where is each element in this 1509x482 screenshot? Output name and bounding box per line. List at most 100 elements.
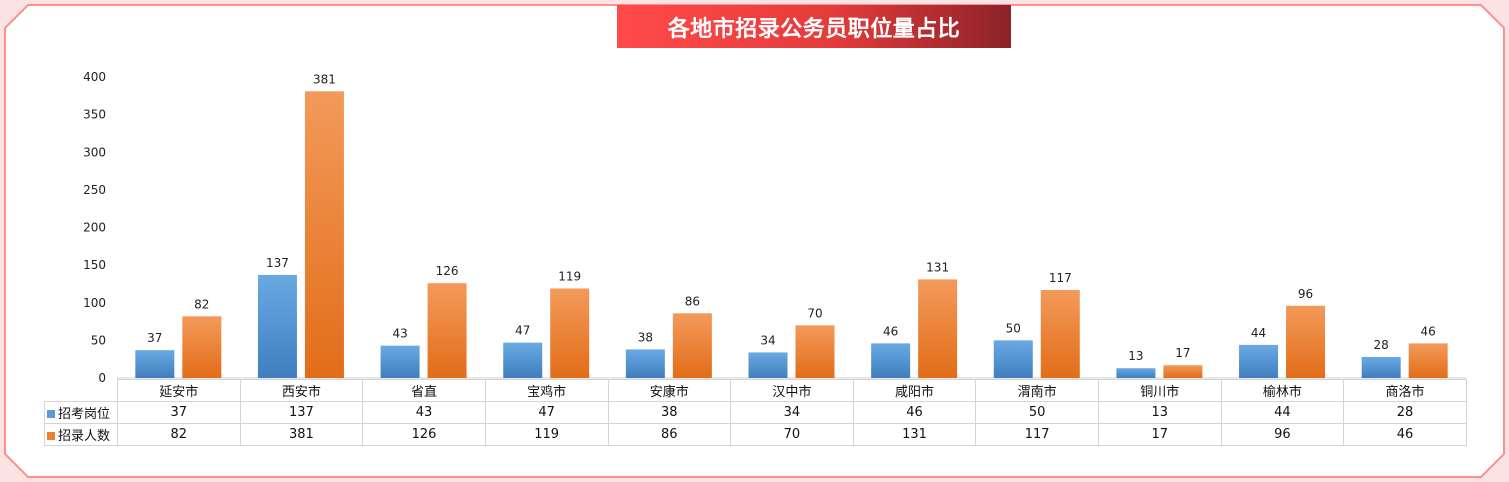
table-corner-cell [44, 379, 118, 402]
bar-zhaolu-renshu [1040, 289, 1080, 378]
bar-zhaokao-gangwei [625, 349, 665, 378]
table-value-cell: 137 [239, 401, 364, 424]
table-row-categories: 延安市 西安市 省直 宝鸡市 安康市 汉中市 咸阳市 渭南市 铜川市 榆林市 商洛市 [44, 379, 1467, 402]
table-value-cell: 44 [1220, 401, 1345, 424]
bar-zhaolu-renshu [918, 279, 958, 378]
table-value-cell: 34 [730, 401, 854, 424]
bar-zhaolu-renshu [1408, 343, 1448, 378]
table-value-cell: 50 [975, 401, 1099, 424]
data-label: 47 [515, 324, 530, 338]
data-label: 13 [1128, 349, 1143, 363]
bar-zhaolu-renshu [427, 283, 467, 378]
data-label: 82 [194, 297, 209, 311]
table-value-cell: 381 [239, 423, 364, 446]
table-category-cell: 商洛市 [1343, 379, 1467, 402]
data-label: 131 [926, 260, 949, 274]
bar-zhaolu-renshu [182, 316, 222, 378]
table-value-cell: 46 [852, 401, 977, 424]
bar-zhaokao-gangwei [993, 340, 1033, 378]
bar-zhaokao-gangwei [1361, 356, 1401, 378]
y-tick-label: 0 [98, 371, 106, 385]
series-name: 招考岗位 [58, 407, 111, 422]
table-category-cell: 汉中市 [730, 379, 854, 402]
table-category-cell: 西安市 [239, 379, 364, 402]
data-label: 37 [147, 331, 162, 345]
table-value-cell: 38 [607, 401, 732, 424]
y-tick-label: 50 [91, 333, 106, 347]
table-value-cell: 13 [1098, 401, 1222, 424]
table-row-series-2: 招录人数 82 381 126 119 86 70 131 117 17 96 46 [44, 423, 1467, 446]
bars-group [135, 91, 1448, 379]
table-series-name-cell: 招考岗位 [44, 401, 118, 424]
table-value-cell: 17 [1098, 423, 1222, 446]
data-label: 46 [883, 324, 898, 338]
y-tick-label: 100 [83, 296, 106, 310]
data-label: 126 [436, 264, 459, 278]
table-series-name-cell: 招录人数 [44, 423, 118, 446]
bar-zhaolu-renshu [1163, 365, 1203, 378]
data-label: 17 [1175, 346, 1190, 360]
data-label: 381 [313, 72, 336, 86]
table-category-cell: 咸阳市 [852, 379, 977, 402]
data-table: 延安市 西安市 省直 宝鸡市 安康市 汉中市 咸阳市 渭南市 铜川市 榆林市 商洛市 招考岗位 37 1… [44, 379, 1467, 446]
table-row-series-1: 招考岗位 37 137 43 47 38 34 46 50 13 44 28 [44, 401, 1467, 424]
bar-zhaolu-renshu [550, 288, 590, 378]
table-value-cell: 131 [852, 423, 977, 446]
y-tick-label: 200 [83, 221, 106, 235]
table-value-cell: 96 [1220, 423, 1345, 446]
table-value-cell: 28 [1343, 401, 1467, 424]
y-tick-label: 300 [83, 145, 106, 159]
bar-zhaolu-renshu [304, 91, 344, 379]
data-label: 38 [638, 330, 653, 344]
table-value-cell: 46 [1343, 423, 1467, 446]
table-category-cell: 宝鸡市 [484, 379, 609, 402]
table-value-cell: 82 [117, 423, 241, 446]
table-category-cell: 安康市 [607, 379, 732, 402]
data-label: 117 [1049, 271, 1072, 285]
bar-zhaokao-gangwei [1116, 368, 1156, 378]
data-label: 119 [558, 269, 581, 283]
data-label: 46 [1421, 324, 1436, 338]
table-value-cell: 86 [607, 423, 732, 446]
table-category-cell: 榆林市 [1220, 379, 1345, 402]
table-value-cell: 126 [362, 423, 486, 446]
y-tick-label: 400 [83, 70, 106, 84]
table-value-cell: 117 [975, 423, 1099, 446]
y-tick-label: 350 [83, 108, 106, 122]
y-tick-label: 250 [83, 183, 106, 197]
y-tick-label: 150 [83, 258, 106, 272]
data-label: 44 [1251, 326, 1266, 340]
data-label: 34 [760, 333, 775, 347]
table-category-cell: 铜川市 [1098, 379, 1222, 402]
table-category-cell: 延安市 [117, 379, 241, 402]
data-label: 137 [266, 256, 289, 270]
bar-zhaokao-gangwei [380, 345, 420, 378]
data-label: 43 [392, 327, 407, 341]
table-category-cell: 渭南市 [975, 379, 1099, 402]
table-value-cell: 47 [484, 401, 609, 424]
chart-title: 各地市招录公务员职位量占比 [667, 16, 961, 42]
table-value-cell: 43 [362, 401, 486, 424]
bar-zhaolu-renshu [1286, 305, 1326, 378]
data-label: 96 [1298, 287, 1313, 301]
table-value-cell: 70 [730, 423, 854, 446]
data-label: 28 [1374, 338, 1389, 352]
bar-zhaokao-gangwei [871, 343, 911, 378]
bar-zhaokao-gangwei [1239, 344, 1279, 378]
table-category-cell: 省直 [362, 379, 486, 402]
chart-title-banner: 各地市招录公务员职位量占比 [617, 5, 1011, 48]
data-labels-group: 37 82 137 381 43 126 47 119 38 86 34 70 46 131 50 117 13… [147, 72, 1436, 363]
legend-swatch-series-2 [47, 432, 55, 440]
series-name: 招录人数 [58, 429, 111, 444]
table-value-cell: 119 [484, 423, 609, 446]
bar-zhaokao-gangwei [748, 352, 788, 378]
legend-swatch-series-1 [47, 410, 55, 418]
bar-zhaolu-renshu [795, 325, 835, 378]
data-label: 86 [685, 294, 700, 308]
bar-zhaokao-gangwei [257, 274, 297, 378]
bar-zhaokao-gangwei [135, 350, 175, 378]
table-value-cell: 37 [117, 401, 241, 424]
bar-zhaolu-renshu [672, 313, 712, 378]
